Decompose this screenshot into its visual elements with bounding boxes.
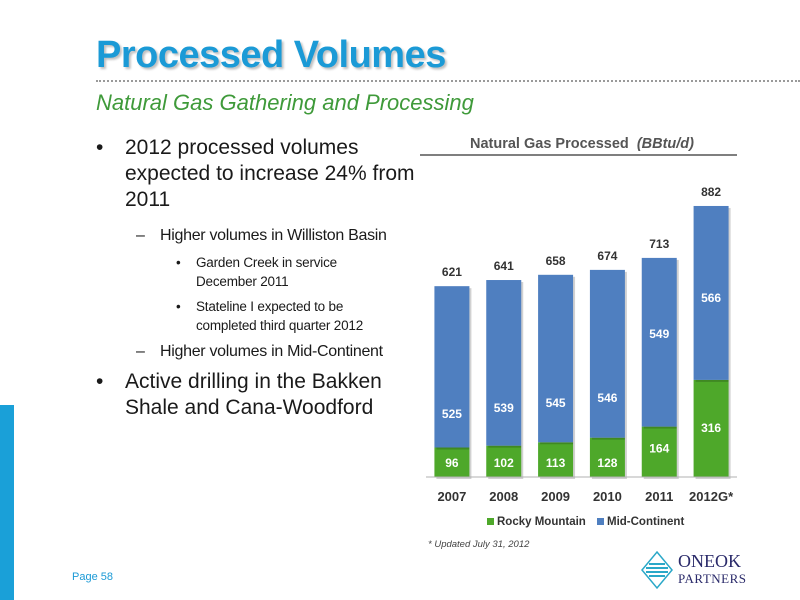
segment-value-label: 128 [597,456,617,470]
segment-value-label: 96 [445,456,459,470]
sub-bullet-item: – Higher volumes in Mid-Continent [96,341,426,363]
x-tick-label: 2011 [645,489,673,504]
bullet-dot-icon: • [96,370,104,393]
sub-bullet-text: Higher volumes in Williston Basin [160,227,387,244]
page-title: Processed Volumes [96,34,446,76]
segment-value-label: 546 [597,391,617,405]
total-value-label: 674 [597,249,617,263]
total-value-label: 641 [494,259,514,273]
labels-layer: 96 525 621 102 539 641 113 545 658 128 546 674 164 54… [442,185,722,470]
x-tick-label: 2008 [489,489,518,504]
legend-label: Mid-Continent [607,516,684,528]
logo-wordmark: ONEOK PARTNERS [678,552,747,588]
chart-footnote: * Updated July 31, 2012 [428,539,530,550]
legend-swatch [487,518,494,525]
total-value-label: 713 [649,237,669,251]
segment-value-label: 545 [546,396,566,410]
x-tick-label: 2010 [593,489,622,504]
sub-bullet-text: Higher volumes in Mid-Continent [160,343,383,360]
sub-sub-bullet-text: Stateline I expected to be completed thi… [196,299,364,333]
segment-value-label: 549 [649,327,669,341]
bar-mid-continent [434,286,470,448]
logo-mark-icon [641,550,673,590]
bullet-item: • Active drilling in the Bakken Shale an… [96,369,426,421]
segment-value-label: 316 [701,421,721,435]
dash-icon: – [136,343,145,360]
bullet-item: • 2012 processed volumes expected to inc… [96,135,426,213]
bullet-list: • 2012 processed volumes expected to inc… [96,135,426,433]
bar-rocky-mountain [693,379,729,477]
chart-legend: Rocky Mountain Mid-Continent [487,516,684,528]
page-number: Page 58 [72,571,113,583]
bar-rocky-mountain [589,437,625,477]
bar-rocky-mountain [434,447,470,477]
x-tick-label: 2009 [541,489,570,504]
bar-mid-continent [693,205,729,380]
sub-sub-bullet-item: • Stateline I expected to be completed t… [96,297,386,335]
page-subtitle: Natural Gas Gathering and Processing [96,90,474,115]
title-divider [96,80,800,82]
bullet-text: Active drilling in the Bakken Shale and … [125,370,382,419]
bar-mid-continent [538,274,574,443]
sub-sub-bullet-text: Garden Creek in service December 2011 [196,255,337,289]
bar-mid-continent [641,257,677,427]
company-logo: ONEOK PARTNERS [640,548,790,592]
bar-mid-continent [589,269,625,438]
bars-layer [434,205,731,479]
bar-rocky-mountain [641,426,677,477]
dash-icon: – [136,227,145,244]
logo-line2: PARTNERS [678,571,747,586]
bullet-dot-icon: • [176,299,181,314]
bar-rocky-mountain [486,445,522,477]
segment-value-label: 113 [546,456,566,470]
logo-line1: ONEOK [678,551,741,571]
segment-value-label: 102 [494,456,514,470]
bullet-text: 2012 processed volumes expected to incre… [125,136,415,211]
chart-title-unit: (BBtu/d) [637,136,694,152]
segment-value-label: 525 [442,407,462,421]
sub-bullet-item: – Higher volumes in Williston Basin [96,225,426,247]
left-accent-bar [0,405,14,600]
x-tick-labels: 2007 2008 2009 2010 2011 2012G* [437,489,734,504]
x-tick-label: 2007 [437,489,466,504]
chart-title: Natural Gas Processed (BBtu/d) [470,136,694,152]
chart-title-text: Natural Gas Processed [470,136,629,152]
x-tick-label: 2012G* [689,489,734,504]
total-value-label: 882 [701,185,721,199]
bar-rocky-mountain [538,442,574,477]
bar-mid-continent [486,280,522,446]
total-value-label: 658 [546,254,566,268]
segment-value-label: 164 [649,442,669,456]
sub-sub-bullet-item: • Garden Creek in service December 2011 [96,253,386,291]
segment-value-label: 566 [701,291,721,305]
segment-value-label: 539 [494,401,514,415]
total-value-label: 621 [442,265,462,279]
bullet-dot-icon: • [176,255,181,270]
bullet-dot-icon: • [96,136,104,159]
legend-swatch [597,518,604,525]
legend-label: Rocky Mountain [497,516,586,528]
